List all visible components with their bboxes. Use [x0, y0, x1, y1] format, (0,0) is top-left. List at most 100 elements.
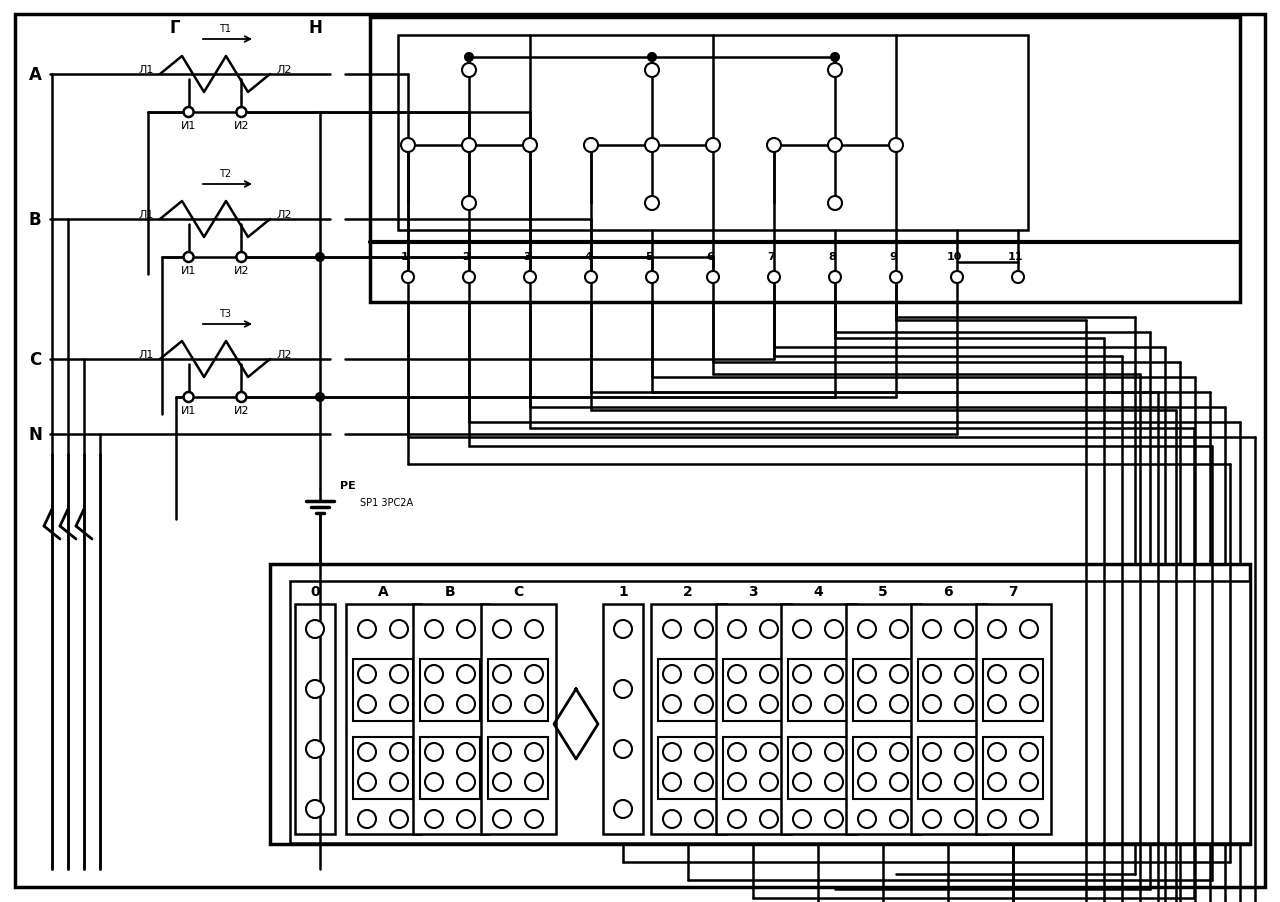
- Circle shape: [890, 773, 908, 791]
- Circle shape: [829, 272, 841, 284]
- Circle shape: [663, 743, 681, 761]
- Circle shape: [584, 139, 598, 152]
- Bar: [481, 604, 556, 834]
- Circle shape: [358, 810, 376, 828]
- Bar: [852, 659, 913, 722]
- Circle shape: [826, 666, 844, 683]
- Text: С: С: [29, 351, 41, 369]
- Bar: [346, 604, 421, 834]
- Circle shape: [524, 272, 536, 284]
- Circle shape: [614, 680, 632, 698]
- Circle shape: [614, 621, 632, 639]
- Circle shape: [663, 773, 681, 791]
- Text: 3: 3: [524, 252, 531, 262]
- Circle shape: [663, 621, 681, 639]
- Circle shape: [425, 695, 443, 713]
- Text: Т1: Т1: [219, 24, 230, 34]
- Text: 5: 5: [878, 584, 888, 598]
- Text: И1: И1: [180, 406, 196, 416]
- Bar: [420, 737, 480, 799]
- Circle shape: [237, 392, 247, 402]
- Circle shape: [457, 773, 475, 791]
- Circle shape: [988, 773, 1006, 791]
- Text: Т2: Т2: [219, 169, 232, 179]
- Circle shape: [425, 743, 443, 761]
- Bar: [413, 604, 488, 834]
- Text: Л2: Л2: [276, 210, 292, 220]
- Circle shape: [695, 743, 713, 761]
- Circle shape: [663, 695, 681, 713]
- Bar: [488, 659, 548, 722]
- Bar: [723, 737, 783, 799]
- Circle shape: [585, 272, 596, 284]
- Text: 4: 4: [813, 584, 823, 598]
- Circle shape: [890, 743, 908, 761]
- Circle shape: [390, 810, 408, 828]
- Circle shape: [768, 272, 780, 284]
- Circle shape: [358, 695, 376, 713]
- Text: Л2: Л2: [276, 65, 292, 75]
- Circle shape: [890, 666, 908, 683]
- Circle shape: [831, 54, 838, 62]
- Circle shape: [358, 621, 376, 639]
- Text: А: А: [28, 66, 41, 84]
- Circle shape: [525, 695, 543, 713]
- Text: И2: И2: [234, 121, 250, 131]
- Bar: [488, 737, 548, 799]
- Circle shape: [493, 743, 511, 761]
- Circle shape: [826, 773, 844, 791]
- Circle shape: [493, 621, 511, 639]
- Circle shape: [923, 743, 941, 761]
- Bar: [918, 659, 978, 722]
- Circle shape: [890, 621, 908, 639]
- Circle shape: [358, 666, 376, 683]
- Circle shape: [457, 666, 475, 683]
- Circle shape: [614, 800, 632, 818]
- Text: РЕ: РЕ: [340, 481, 356, 491]
- Text: Г: Г: [170, 19, 180, 37]
- Circle shape: [890, 272, 902, 284]
- Circle shape: [760, 810, 778, 828]
- Bar: [270, 565, 1251, 844]
- Bar: [603, 604, 643, 834]
- Circle shape: [760, 773, 778, 791]
- Circle shape: [183, 392, 193, 402]
- Text: Л1: Л1: [138, 210, 154, 220]
- Circle shape: [646, 272, 658, 284]
- Bar: [716, 604, 791, 834]
- Circle shape: [951, 272, 963, 284]
- Circle shape: [695, 695, 713, 713]
- Bar: [983, 737, 1043, 799]
- Circle shape: [923, 810, 941, 828]
- Circle shape: [728, 666, 746, 683]
- Circle shape: [306, 800, 324, 818]
- Bar: [291, 582, 1251, 843]
- Text: 10: 10: [947, 252, 963, 262]
- Circle shape: [663, 666, 681, 683]
- Circle shape: [648, 54, 657, 62]
- Text: Л1: Л1: [138, 65, 154, 75]
- Text: 11: 11: [1009, 252, 1024, 262]
- Circle shape: [728, 621, 746, 639]
- Circle shape: [237, 253, 247, 262]
- Bar: [658, 659, 718, 722]
- Circle shape: [988, 666, 1006, 683]
- Circle shape: [728, 810, 746, 828]
- Circle shape: [358, 773, 376, 791]
- Circle shape: [794, 743, 812, 761]
- Text: N: N: [28, 426, 42, 444]
- Bar: [294, 604, 335, 834]
- Circle shape: [525, 773, 543, 791]
- Circle shape: [826, 743, 844, 761]
- Circle shape: [826, 810, 844, 828]
- Circle shape: [955, 743, 973, 761]
- Text: 3: 3: [749, 584, 758, 598]
- Circle shape: [794, 621, 812, 639]
- Circle shape: [493, 666, 511, 683]
- Circle shape: [858, 695, 876, 713]
- Circle shape: [955, 621, 973, 639]
- Circle shape: [826, 621, 844, 639]
- Circle shape: [524, 139, 538, 152]
- Circle shape: [306, 680, 324, 698]
- Circle shape: [923, 773, 941, 791]
